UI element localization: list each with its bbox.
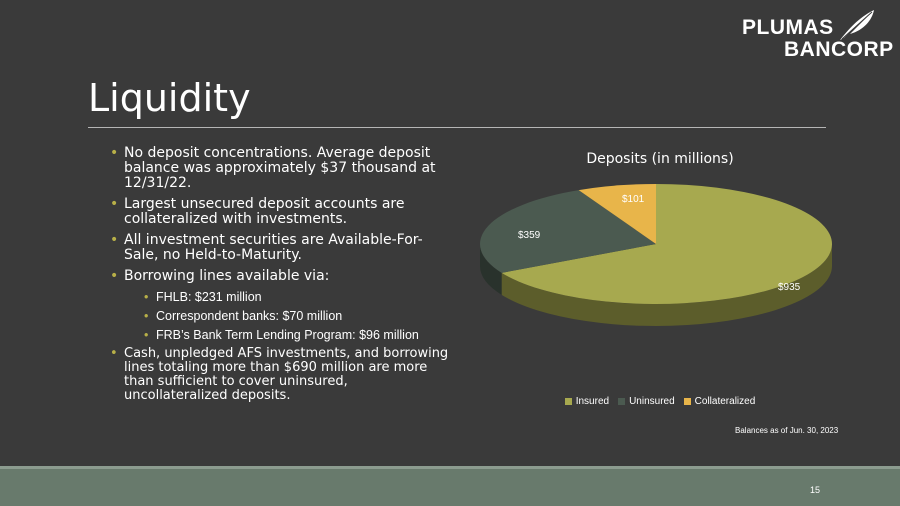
footer-band	[0, 466, 900, 506]
logo-text-bancorp: BANCORP	[784, 38, 894, 61]
title-divider	[88, 127, 826, 128]
legend-label-collateralized: Collateralized	[694, 396, 756, 407]
legend-label-insured: Insured	[575, 396, 610, 407]
legend-swatch-collateralized	[683, 398, 691, 405]
feather-icon	[840, 10, 874, 40]
legend-swatch-insured	[564, 398, 572, 405]
bullet-item: Borrowing lines available via:	[108, 269, 453, 285]
data-label-insured: $935	[778, 282, 801, 293]
legend-item-uninsured: Uninsured	[618, 396, 675, 407]
bullet-item: Largest unsecured deposit accounts are c…	[108, 197, 453, 227]
sub-bullet-item: Correspondent banks: $70 million	[144, 309, 453, 323]
page-title: Liquidity	[88, 76, 251, 120]
data-label-collateralized: $101	[622, 194, 645, 205]
legend-item-insured: Insured	[564, 396, 610, 407]
logo-text-plumas: PLUMAS	[742, 16, 834, 39]
bullet-list: No deposit concentrations. Average depos…	[108, 146, 453, 409]
sub-bullet-item: FRB’s Bank Term Lending Program: $96 mil…	[144, 328, 453, 342]
pie-slice-collateralized	[578, 184, 656, 244]
plumas-bancorp-logo: PLUMAS BANCORP	[742, 8, 894, 64]
page-number: 15	[810, 485, 821, 495]
pie-slice-uninsured	[479, 190, 656, 273]
legend-swatch-uninsured	[618, 398, 626, 405]
bullet-item: Cash, unpledged AFS investments, and bor…	[108, 347, 453, 403]
balances-footnote: Balances as of Jun. 30, 2023	[735, 426, 839, 435]
pie-side-insured	[501, 244, 832, 326]
pie-svg: $935 $359 $101	[479, 184, 832, 326]
bullet-item: No deposit concentrations. Average depos…	[108, 146, 453, 191]
pie-slice-insured	[501, 184, 832, 304]
data-label-uninsured: $359	[518, 230, 541, 241]
deposits-pie-chart: Deposits (in millions) $935 $359 $101 Insu…	[460, 140, 860, 440]
sub-bullet-item: FHLB: $231 million	[144, 290, 453, 304]
chart-legend: Insured Uninsured Collateralized	[460, 396, 860, 407]
pie-side-uninsured	[480, 244, 502, 295]
chart-title: Deposits (in millions)	[586, 151, 734, 167]
legend-label-uninsured: Uninsured	[629, 396, 675, 407]
legend-item-collateralized: Collateralized	[683, 396, 756, 407]
footer-divider	[0, 466, 900, 469]
bullet-item: All investment securities are Available-…	[108, 233, 453, 263]
